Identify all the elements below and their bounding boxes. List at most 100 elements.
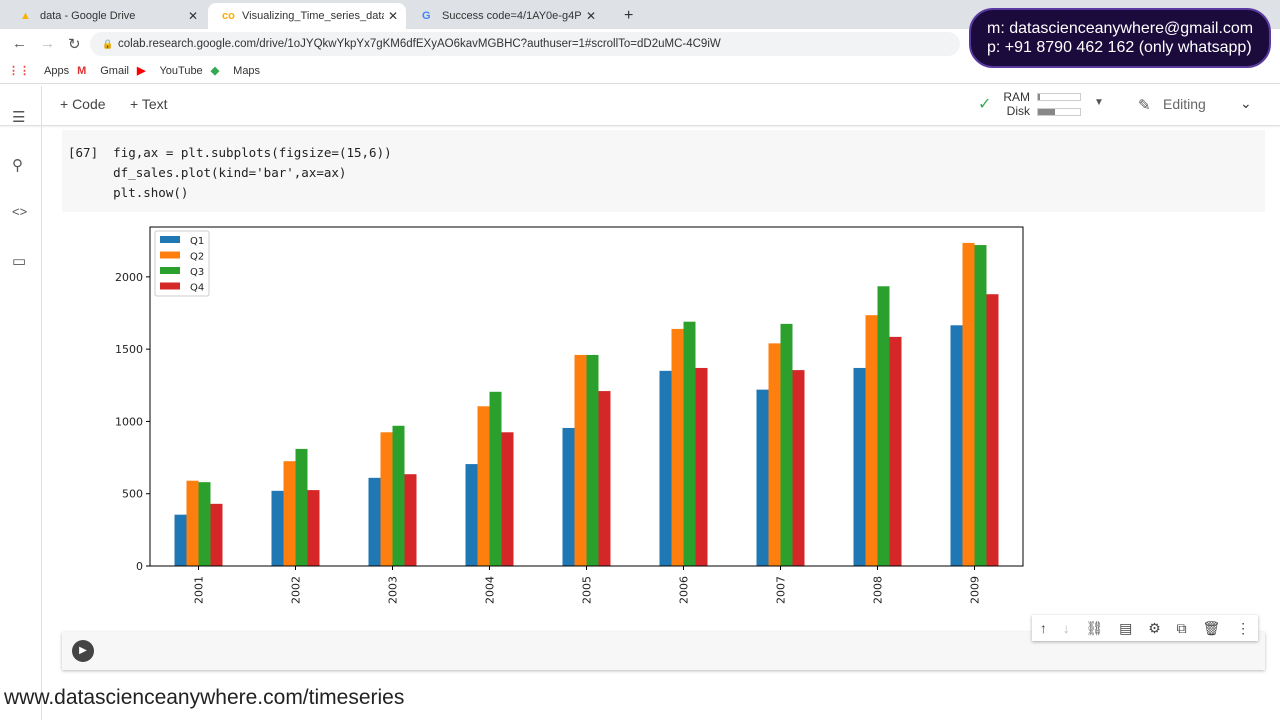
lock-icon: 🔒 bbox=[102, 39, 114, 49]
legend-label-Q1: Q1 bbox=[190, 236, 204, 247]
bar-Q1-2007 bbox=[756, 389, 769, 566]
legend-swatch-Q3 bbox=[160, 267, 180, 274]
bar-Q3-2009 bbox=[974, 245, 987, 566]
bar-Q2-2003 bbox=[380, 432, 393, 566]
youtube-icon: ▶ bbox=[136, 65, 146, 77]
tab-google-drive[interactable]: ▲ data - Google Drive ✕ bbox=[20, 9, 198, 23]
drive-icon: ▲ bbox=[20, 10, 31, 22]
bar-Q4-2001 bbox=[210, 503, 223, 566]
bookmarks-bar: ⋮⋮ Apps M Gmail ▶ YouTube ◆ Maps bbox=[0, 58, 1280, 84]
disk-bar bbox=[1037, 108, 1081, 116]
bar-Q3-2005 bbox=[586, 354, 599, 566]
search-icon[interactable]: ⚲ bbox=[12, 157, 23, 174]
google-icon: G bbox=[422, 10, 431, 22]
x-tick-label: 2007 bbox=[775, 576, 788, 604]
move-down-icon[interactable]: ↓ bbox=[1062, 620, 1070, 636]
bar-Q2-2005 bbox=[574, 354, 587, 566]
add-code-button[interactable]: + Code bbox=[60, 96, 106, 112]
editing-button[interactable]: Editing bbox=[1163, 96, 1206, 112]
bar-Q1-2001 bbox=[174, 514, 187, 566]
forward-icon[interactable]: → bbox=[40, 35, 55, 52]
x-tick-label: 2008 bbox=[872, 576, 885, 604]
bar-Q3-2007 bbox=[780, 323, 793, 566]
bookmark-apps[interactable]: ⋮⋮ Apps bbox=[8, 64, 70, 78]
reload-icon[interactable]: ↻ bbox=[68, 35, 81, 53]
link-icon[interactable]: ⛓ bbox=[1085, 619, 1104, 636]
url-input[interactable]: 🔒 colab.research.google.com/drive/1oJYQkw… bbox=[90, 32, 960, 56]
settings-gear-icon[interactable]: ⚙ bbox=[1148, 619, 1161, 636]
bar-Q2-2008 bbox=[865, 315, 878, 566]
bookmark-youtube[interactable]: ▶ YouTube bbox=[136, 64, 203, 78]
bar-Q1-2005 bbox=[562, 427, 575, 566]
bar-Q1-2002 bbox=[271, 490, 284, 566]
legend-label-Q4: Q4 bbox=[190, 283, 204, 294]
cell-toolbar: ↑ ↓ ⛓ ▤ ⚙ ⧉ 🗑 ⋮ bbox=[1032, 615, 1258, 641]
footer-url: www.datascienceanywhere.com/timeseries bbox=[4, 686, 405, 709]
bar-Q2-2007 bbox=[768, 343, 781, 566]
code-snippets-icon[interactable]: <> bbox=[12, 204, 28, 219]
bar-Q2-2009 bbox=[962, 242, 975, 566]
left-sidebar: ☰ ⚲ <> ▭ bbox=[0, 86, 42, 720]
run-cell-button[interactable]: ▶ bbox=[72, 640, 94, 662]
bar-Q1-2003 bbox=[368, 477, 381, 566]
bar-Q1-2004 bbox=[465, 464, 478, 566]
ram-bar bbox=[1037, 93, 1081, 101]
bar-Q3-2001 bbox=[198, 482, 211, 566]
code-cell[interactable]: [67] fig,ax = plt.subplots(figsize=(15,6… bbox=[62, 130, 1265, 212]
table-of-contents-icon[interactable]: ☰ bbox=[12, 109, 26, 126]
x-tick-label: 2001 bbox=[193, 576, 206, 604]
x-tick-label: 2006 bbox=[678, 576, 691, 604]
close-tab-icon[interactable]: ✕ bbox=[387, 9, 398, 23]
bar-Q3-2008 bbox=[877, 286, 890, 566]
y-tick-label: 1500 bbox=[115, 343, 143, 356]
execution-count: [67] bbox=[68, 145, 99, 160]
bar-Q3-2004 bbox=[489, 391, 502, 566]
x-tick-label: 2005 bbox=[581, 576, 594, 604]
collapse-chevron-icon[interactable]: ⌄ bbox=[1240, 95, 1252, 111]
bar-Q4-2008 bbox=[889, 336, 902, 566]
contact-email: m: datascienceanywhere@gmail.com bbox=[987, 20, 1254, 37]
bar-Q4-2002 bbox=[307, 490, 320, 566]
delete-trash-icon[interactable]: 🗑 bbox=[1202, 619, 1221, 636]
resources-dropdown-icon[interactable]: ▼ bbox=[1094, 97, 1104, 108]
legend-swatch-Q4 bbox=[160, 282, 180, 290]
bar-Q4-2007 bbox=[792, 370, 805, 566]
bar-Q3-2006 bbox=[683, 321, 696, 566]
bar-Q4-2004 bbox=[501, 432, 514, 566]
bar-Q3-2003 bbox=[392, 425, 405, 566]
bar-Q3-2002 bbox=[295, 448, 308, 566]
legend bbox=[154, 230, 210, 297]
contact-overlay: m: datascienceanywhere@gmail.com p: +91 … bbox=[969, 8, 1271, 68]
colab-icon: co bbox=[222, 10, 235, 22]
bar-Q1-2009 bbox=[950, 325, 963, 566]
close-tab-icon[interactable]: ✕ bbox=[187, 9, 198, 23]
plot-frame bbox=[149, 226, 1024, 567]
back-icon[interactable]: ← bbox=[12, 35, 27, 52]
bookmark-maps[interactable]: ◆ Maps bbox=[210, 64, 261, 78]
bar-Q2-2006 bbox=[671, 328, 684, 566]
bar-Q2-2001 bbox=[186, 480, 199, 566]
bookmark-gmail[interactable]: M Gmail bbox=[77, 64, 129, 77]
x-tick-label: 2002 bbox=[290, 576, 303, 604]
resource-monitor[interactable]: RAM Disk bbox=[1003, 90, 1030, 118]
code-editor[interactable]: [67] fig,ax = plt.subplots(figsize=(15,6… bbox=[68, 145, 392, 200]
new-tab-button[interactable]: + bbox=[624, 7, 634, 24]
y-tick-label: 2000 bbox=[115, 271, 143, 284]
add-text-button[interactable]: + Text bbox=[130, 96, 168, 112]
bar-Q4-2006 bbox=[695, 367, 708, 566]
bar-Q1-2006 bbox=[659, 370, 672, 566]
x-tick-label: 2003 bbox=[387, 576, 400, 604]
files-folder-icon[interactable]: ▭ bbox=[12, 253, 27, 270]
mirror-cell-icon[interactable]: ⧉ bbox=[1176, 619, 1187, 636]
apps-grid-icon: ⋮⋮ bbox=[8, 65, 30, 77]
move-up-icon[interactable]: ↑ bbox=[1039, 620, 1047, 636]
comment-icon[interactable]: ▤ bbox=[1119, 619, 1133, 636]
close-tab-icon[interactable]: ✕ bbox=[585, 9, 596, 23]
bar-Q1-2008 bbox=[853, 367, 866, 566]
more-options-icon[interactable]: ⋮ bbox=[1236, 619, 1251, 636]
legend-label-Q2: Q2 bbox=[190, 252, 204, 263]
pencil-icon: ✎ bbox=[1138, 97, 1151, 114]
colab-toolbar: + Code + Text ✓ RAM Disk ▼ ✎ Editing ⌄ bbox=[0, 86, 1280, 126]
